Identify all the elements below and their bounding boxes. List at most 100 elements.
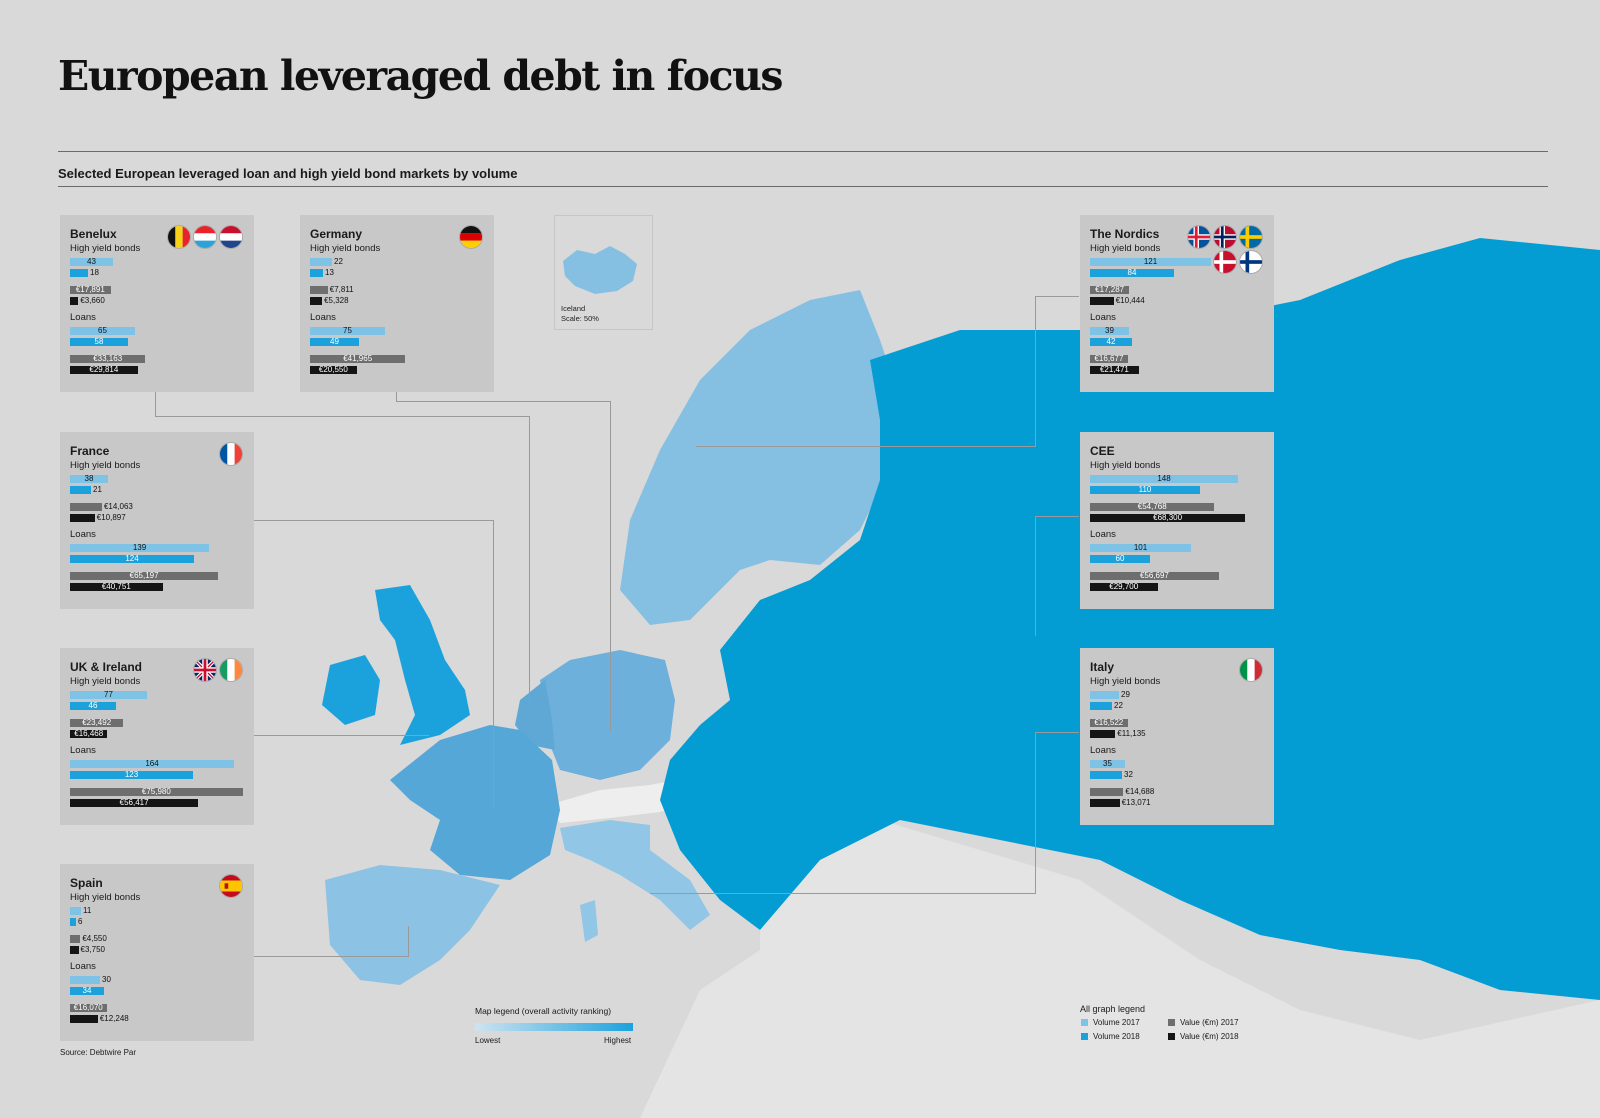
hy-value-2017-bar-label: €54,768 — [1137, 502, 1167, 511]
hy-volume-2018-bar: 18 — [70, 268, 99, 277]
hy-volume-2018-bar: 84 — [1090, 268, 1174, 277]
hy-value-2017-bar: €17,287 — [1090, 285, 1130, 294]
hy-value-2017-bar: €17,891 — [70, 285, 111, 294]
loans-volume-2018-bar-label: 123 — [124, 770, 139, 779]
hy-volume-2017-bar-label: 43 — [87, 257, 96, 266]
loans-label: Loans — [70, 745, 96, 756]
belgium-flag-icon — [168, 226, 190, 248]
loans-volume-2017-bar: 35 — [1090, 759, 1125, 768]
leader-line — [254, 956, 409, 957]
spain-flag-icon — [220, 875, 242, 897]
region-italy — [560, 820, 710, 930]
luxembourg-flag-icon — [194, 226, 216, 248]
hy-volume-2018-bar-label: 84 — [1127, 268, 1137, 277]
netherlands-flag-icon — [220, 226, 242, 248]
region-ireland — [322, 655, 380, 725]
legend-swatch-volume-2018 — [1081, 1033, 1088, 1040]
region-uk — [375, 585, 470, 745]
hy-volume-2017-bar-label: 77 — [104, 690, 113, 699]
panel-spain: Spain High yield bonds 11 6 €4,550 €3,750 Loan… — [60, 864, 254, 1041]
loans-value-2017-bar: €75,980 — [70, 787, 243, 796]
hy-volume-2018-bar: 21 — [70, 485, 102, 494]
loans-volume-2018-bar: 60 — [1090, 554, 1150, 563]
hy-volume-2018-bar: 13 — [310, 268, 334, 277]
france-flag-icon — [220, 443, 242, 465]
region-name: Germany — [310, 227, 363, 241]
hy-value-2018-bar-label: €16,468 — [74, 729, 104, 738]
loans-value-2018-bar-label: €29,700 — [1109, 582, 1139, 591]
ireland-flag-icon — [220, 659, 242, 681]
panel-nordics: The Nordics High yield bonds 121 84 €17,287 €… — [1080, 215, 1274, 392]
loans-label: Loans — [1090, 312, 1116, 323]
loans-value-2017-bar-label: €56,697 — [1139, 571, 1169, 580]
island-sardinia — [580, 900, 598, 942]
panel-uk-ireland: UK & Ireland High yield bonds 77 46 €23,492 €… — [60, 648, 254, 825]
uk-flag-icon — [194, 659, 216, 681]
loans-volume-2017-bar-label: 139 — [132, 543, 147, 552]
loans-volume-2017-bar: 39 — [1090, 326, 1129, 335]
hy-value-2018-bar-label: €3,750 — [80, 945, 105, 954]
loans-value-2017-bar: €56,697 — [1090, 571, 1219, 580]
hy-value-2018-bar: €3,750 — [70, 945, 105, 954]
iceland-label: Iceland — [561, 304, 586, 313]
loans-volume-2017-bar-label: 30 — [102, 975, 111, 984]
loans-value-2017-bar-label: €75,980 — [141, 787, 171, 796]
region-name: Italy — [1090, 660, 1115, 674]
region-name: Spain — [70, 876, 103, 890]
high-yield-label: High yield bonds — [70, 243, 141, 254]
loans-volume-2017-bar-label: 101 — [1133, 543, 1148, 552]
loans-value-2018-bar: €12,248 — [70, 1014, 129, 1023]
loans-volume-2017-bar: 101 — [1090, 543, 1191, 552]
sweden-flag-icon — [1240, 226, 1262, 248]
loans-value-2018-bar-label: €12,248 — [99, 1014, 129, 1023]
leader-line — [155, 416, 530, 417]
loans-volume-2018-bar: 124 — [70, 554, 194, 563]
loans-value-2018-bar: €56,417 — [70, 798, 199, 807]
hy-value-2017-bar: €23,492 — [70, 718, 124, 727]
hy-value-2017-bar-label: €23,492 — [82, 718, 112, 727]
loans-value-2017-bar: €16,677 — [1090, 354, 1128, 363]
hy-volume-2018-bar: 22 — [1090, 701, 1123, 710]
loans-label: Loans — [1090, 745, 1116, 756]
hy-value-2018-bar-label: €5,328 — [324, 296, 349, 305]
top-rule — [58, 151, 1548, 152]
denmark-flag-icon — [1214, 251, 1236, 273]
legend-swatch-value-2018 — [1168, 1033, 1175, 1040]
loans-value-2018-bar: €29,814 — [70, 365, 138, 374]
hy-volume-2017-bar: 77 — [70, 690, 147, 699]
loans-value-2017-bar-label: €41,965 — [343, 354, 373, 363]
hy-volume-2017-bar: 38 — [70, 474, 108, 483]
loans-volume-2018-bar: 49 — [310, 337, 359, 346]
loans-value-2017-bar: €65,197 — [70, 571, 219, 580]
hy-value-2017-bar-label: €16,522 — [1094, 718, 1124, 727]
high-yield-label: High yield bonds — [1090, 460, 1161, 471]
loans-value-2017-bar-label: €14,688 — [1125, 787, 1155, 796]
hy-volume-2018-bar-label: 6 — [78, 917, 83, 926]
panel-france: France High yield bonds 38 21 €14,063 €10,897… — [60, 432, 254, 609]
loans-value-2018-bar-label: €56,417 — [119, 798, 149, 807]
leader-line — [696, 446, 1036, 447]
leader-line — [396, 392, 397, 402]
loans-value-2018-bar-label: €29,814 — [89, 365, 119, 374]
hy-value-2018-bar: €10,897 — [70, 513, 126, 522]
region-cee — [660, 238, 1600, 1000]
page-subtitle: Selected European leveraged loan and hig… — [58, 166, 518, 181]
map-legend-low: Lowest — [475, 1036, 501, 1045]
loans-value-2017-bar-label: €33,163 — [93, 354, 123, 363]
hy-volume-2017-bar: 43 — [70, 257, 113, 266]
hy-volume-2018-bar: 46 — [70, 701, 116, 710]
high-yield-label: High yield bonds — [310, 243, 381, 254]
panel-italy: Italy High yield bonds 29 22 €16,522 €11,135 L… — [1080, 648, 1274, 825]
leader-line — [155, 392, 156, 417]
loans-volume-2018-bar-label: 49 — [330, 337, 339, 346]
loans-volume-2017-bar-label: 164 — [145, 759, 159, 768]
region-spain — [325, 865, 500, 985]
loans-volume-2017-bar: 30 — [70, 975, 111, 984]
panel-cee: CEE High yield bonds 148 110 €54,768 €68,300 L… — [1080, 432, 1274, 609]
loans-value-2017-bar-label: €65,197 — [129, 571, 159, 580]
hy-volume-2018-bar: 110 — [1090, 485, 1200, 494]
loans-volume-2018-bar: 32 — [1090, 770, 1133, 779]
hy-value-2018-bar-label: €10,897 — [96, 513, 126, 522]
iceland-scale: Scale: 50% — [561, 314, 599, 323]
loans-value-2017-bar-label: €16,677 — [1094, 354, 1124, 363]
